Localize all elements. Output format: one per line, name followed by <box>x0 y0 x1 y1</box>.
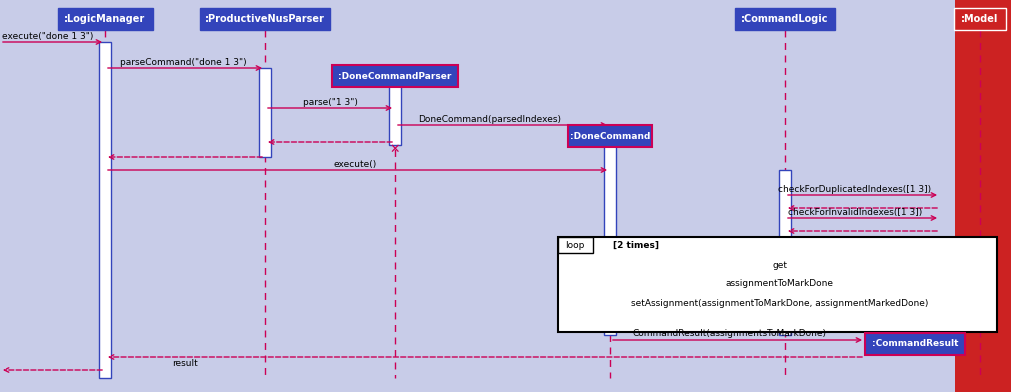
Text: checkForDuplicatedIndexes([1 3]): checkForDuplicatedIndexes([1 3]) <box>777 185 931 194</box>
Text: DoneCommand(parsedIndexes): DoneCommand(parsedIndexes) <box>419 114 561 123</box>
Text: parseCommand("done 1 3"): parseCommand("done 1 3") <box>119 58 246 67</box>
Text: [2 times]: [2 times] <box>613 241 658 249</box>
Text: assignmentToMarkDone: assignmentToMarkDone <box>725 279 833 289</box>
Text: setAssignment(assignmentToMarkDone, assignmentMarkedDone): setAssignment(assignmentToMarkDone, assi… <box>631 299 928 309</box>
Bar <box>557 237 996 332</box>
Bar <box>954 0 1011 392</box>
Text: ✕: ✕ <box>389 143 400 156</box>
Text: get: get <box>771 261 787 270</box>
Text: :ProductiveNusParser: :ProductiveNusParser <box>205 14 325 24</box>
Bar <box>332 65 458 87</box>
Text: :CommandResult: :CommandResult <box>870 339 957 348</box>
Text: :Model: :Model <box>960 14 998 24</box>
Bar <box>604 125 616 335</box>
Text: loop: loop <box>565 241 584 249</box>
Bar <box>778 170 791 335</box>
Bar <box>200 8 330 30</box>
Text: execute("done 1 3"): execute("done 1 3") <box>2 31 93 40</box>
Text: :LogicManager: :LogicManager <box>65 14 146 24</box>
Text: execute(): execute() <box>333 160 376 169</box>
Bar <box>58 8 153 30</box>
Bar <box>259 68 271 157</box>
Text: result: result <box>172 359 198 368</box>
Text: :CommandLogic: :CommandLogic <box>740 14 828 24</box>
Text: CommandResult(assignmentsToMarkDone): CommandResult(assignmentsToMarkDone) <box>632 330 826 339</box>
Bar <box>567 125 651 147</box>
Bar <box>953 8 1005 30</box>
Bar <box>557 237 592 253</box>
Text: :DoneCommand: :DoneCommand <box>569 131 649 140</box>
Bar <box>734 8 834 30</box>
Bar <box>864 333 964 355</box>
Text: checkForInvalidIndexes([1 3]): checkForInvalidIndexes([1 3]) <box>788 207 921 216</box>
Bar <box>388 68 400 145</box>
Text: parse("1 3"): parse("1 3") <box>302 98 357 107</box>
Bar <box>99 42 111 378</box>
Text: :DoneCommandParser: :DoneCommandParser <box>338 71 451 80</box>
